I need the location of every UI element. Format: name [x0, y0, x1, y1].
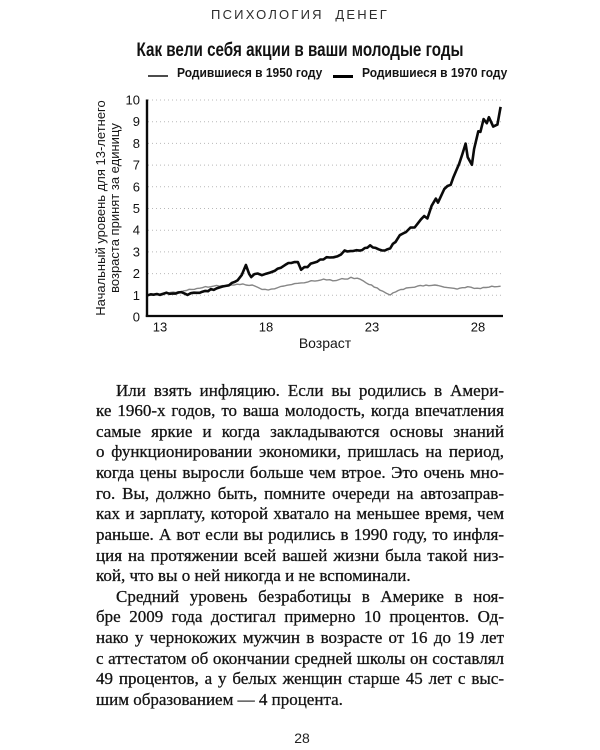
svg-text:2: 2	[133, 266, 140, 281]
svg-text:28: 28	[471, 320, 485, 335]
svg-text:1: 1	[133, 288, 140, 303]
svg-text:8: 8	[133, 136, 140, 151]
svg-text:7: 7	[133, 158, 140, 173]
svg-text:9: 9	[133, 114, 140, 129]
svg-text:18: 18	[259, 320, 273, 335]
svg-text:0: 0	[133, 310, 140, 325]
svg-text:5: 5	[133, 201, 140, 216]
svg-text:4: 4	[133, 223, 140, 238]
svg-text:13: 13	[153, 320, 167, 335]
svg-text:3: 3	[133, 244, 140, 259]
svg-text:6: 6	[133, 179, 140, 194]
svg-text:23: 23	[365, 320, 379, 335]
svg-text:10: 10	[126, 93, 140, 108]
